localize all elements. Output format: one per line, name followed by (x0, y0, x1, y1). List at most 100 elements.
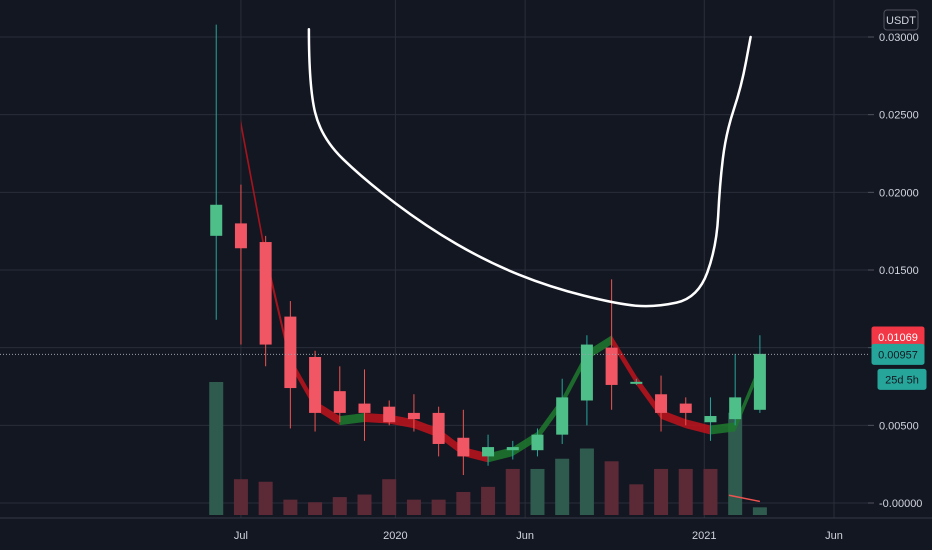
candle-body (210, 204, 223, 236)
candle[interactable] (580, 335, 593, 426)
candle[interactable] (234, 184, 247, 345)
candle[interactable] (482, 434, 495, 466)
candle-body (309, 356, 322, 413)
volume-bars (209, 382, 767, 515)
cup-annotation-path[interactable] (307, 27, 752, 308)
volume-bar (505, 468, 520, 515)
candle-body (729, 397, 742, 420)
red-marker-line (728, 494, 761, 503)
candle[interactable] (457, 409, 470, 476)
currency-label-box[interactable]: USDT (883, 9, 919, 31)
candle[interactable] (259, 235, 272, 367)
ribbon-segment (364, 413, 390, 424)
price-badge-green: 0.00957 (871, 343, 925, 365)
candle[interactable] (506, 440, 519, 460)
volume-bar (629, 484, 644, 515)
candle[interactable] (556, 378, 569, 444)
candle-body (432, 412, 445, 444)
grid-lines (0, 0, 868, 518)
price-axis[interactable]: -0.000000.005000.010000.015000.020000.02… (868, 0, 932, 518)
volume-bar (555, 458, 570, 515)
volume-bar (654, 468, 669, 515)
cup-annotation[interactable] (307, 27, 752, 308)
candle-body (556, 397, 569, 435)
y-tick-label: -0.00000 (879, 498, 922, 510)
volume-bar (456, 491, 471, 515)
badge-label: 25d 5h (885, 374, 919, 386)
x-tick-label: Jun (825, 530, 843, 542)
y-tick-label: 0.01500 (879, 265, 919, 277)
badge-background (877, 368, 927, 390)
badge-label: 0.01069 (878, 332, 918, 344)
ribbon-segment (389, 414, 414, 429)
ribbon-segment (512, 431, 538, 457)
candle[interactable] (358, 369, 371, 441)
volume-bar (209, 382, 224, 515)
candle-body (358, 403, 371, 413)
candle[interactable] (383, 400, 396, 426)
price-badges: 0.01069 0.00957 25d 5h (871, 326, 927, 390)
candle-body (482, 447, 495, 457)
volume-bar (283, 499, 298, 515)
ribbon-segment (265, 251, 291, 367)
ribbon-segment (537, 397, 563, 441)
candle[interactable] (210, 24, 223, 320)
volume-bar (604, 461, 619, 515)
ribbon-segment (661, 409, 686, 429)
candle-body (531, 434, 544, 451)
volume-bar (406, 499, 421, 515)
ribbon-segment (339, 413, 365, 426)
candle-body (630, 381, 643, 384)
time-axis[interactable]: Jul 2020 Jun 2021 Jun (0, 517, 932, 542)
ribbon-segment (611, 335, 637, 385)
candle[interactable] (407, 394, 420, 432)
volume-bar (308, 502, 323, 515)
trend-ribbon (240, 119, 760, 463)
candle-body (605, 347, 618, 385)
ribbon-segment (290, 357, 316, 410)
x-tick-label: 2021 (692, 530, 716, 542)
ribbon-segment (315, 400, 340, 426)
candle-body (284, 316, 297, 389)
volume-bar (258, 481, 273, 515)
candle[interactable] (655, 375, 668, 432)
candle[interactable] (284, 301, 297, 429)
candle[interactable] (333, 366, 346, 423)
badge-label: 0.00957 (878, 349, 918, 361)
ribbon-segment (438, 428, 464, 457)
candle[interactable] (309, 350, 322, 432)
candle-body (457, 437, 470, 457)
candle[interactable] (753, 335, 766, 413)
candle[interactable] (679, 397, 692, 426)
volume-bar (530, 468, 545, 515)
badge-background (871, 343, 925, 365)
x-tick-label: 2020 (383, 530, 407, 542)
volume-bar (728, 412, 743, 515)
volume-bar (431, 499, 446, 515)
candle-body (333, 391, 346, 413)
ribbon-segment (562, 350, 587, 407)
volume-bar (233, 479, 248, 515)
candle[interactable] (432, 406, 445, 457)
candle[interactable] (630, 378, 643, 385)
volume-bar (332, 497, 347, 515)
candle[interactable] (704, 397, 717, 441)
candle-body (407, 412, 420, 420)
y-tick-label: 0.02500 (879, 110, 919, 122)
volume-bar (752, 507, 767, 515)
candle[interactable] (729, 353, 742, 426)
candle-body (506, 447, 519, 451)
candle-body (234, 223, 247, 249)
ribbon-segment (735, 363, 760, 432)
price-axis-background (870, 0, 932, 518)
candlestick-series[interactable] (210, 24, 766, 503)
ribbon-segment (413, 419, 439, 438)
candle-body (383, 406, 396, 423)
candle[interactable] (531, 428, 544, 457)
ribbon-segment (488, 447, 513, 463)
candle-body (580, 344, 593, 401)
ribbon-segment (685, 419, 711, 435)
x-tick-label: Jun (516, 530, 534, 542)
candle-body (259, 242, 272, 345)
